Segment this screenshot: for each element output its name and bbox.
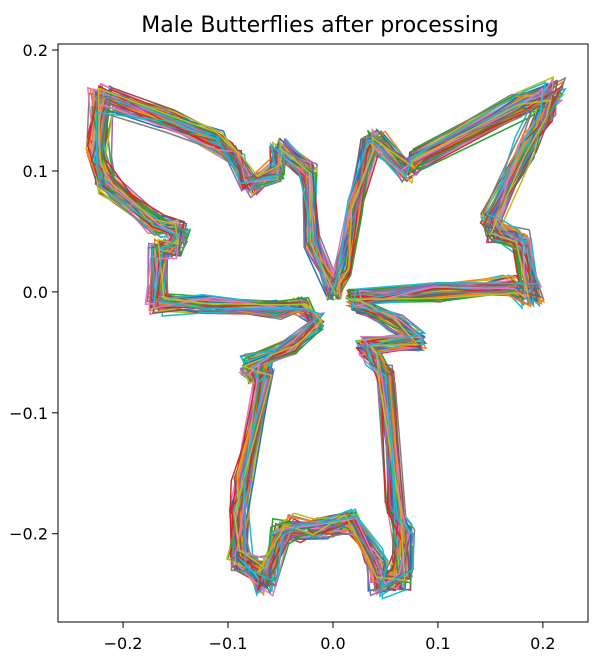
y-tick-label: −0.2 bbox=[9, 525, 48, 544]
y-tick-label: −0.1 bbox=[9, 404, 48, 423]
x-tick-label: 0.1 bbox=[425, 634, 450, 653]
x-tick-label: −0.2 bbox=[104, 634, 143, 653]
y-tick-label: 0.1 bbox=[23, 162, 48, 181]
plot-frame bbox=[57, 43, 589, 623]
x-tick-label: 0.2 bbox=[530, 634, 555, 653]
chart-title: Male Butterflies after processing bbox=[141, 13, 499, 38]
y-tick-label: 0.2 bbox=[23, 41, 48, 60]
series-layer bbox=[85, 75, 567, 600]
x-tick-label: 0.0 bbox=[320, 634, 345, 653]
axes-layer: −0.2 −0.1 0.0 0.1 0.2 −0.2 −0.1 0.0 0.1 0.2 bbox=[9, 41, 589, 653]
butterfly-outline-line bbox=[97, 87, 552, 582]
butterfly-outline-line bbox=[95, 81, 547, 589]
butterfly-outline-line bbox=[99, 87, 549, 583]
x-tick-label: −0.1 bbox=[209, 634, 248, 653]
y-tick-label: 0.0 bbox=[23, 283, 48, 302]
